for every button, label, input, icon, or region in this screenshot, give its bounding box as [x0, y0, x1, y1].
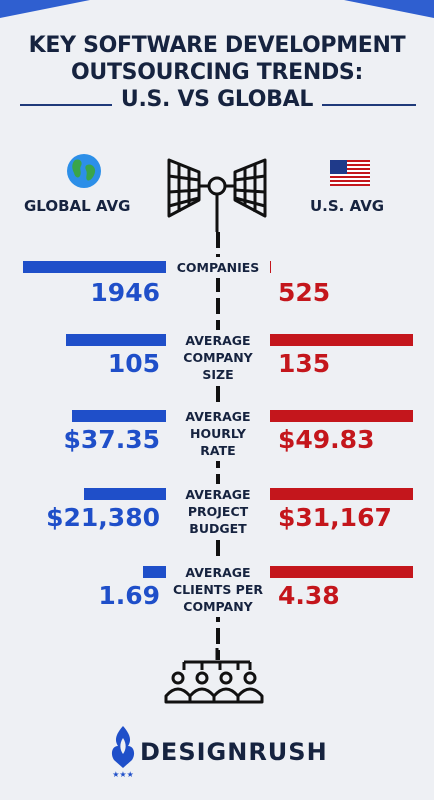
metric-label-line: AVERAGE: [185, 409, 251, 424]
metric-label: AVERAGE HOURLY RATE: [166, 406, 270, 461]
audience-icon: [164, 648, 264, 704]
metric-label-line: COMPANY: [183, 350, 253, 365]
us-avg-label: U.S. AVG: [310, 197, 385, 215]
metric-label: AVERAGE CLIENTS PER COMPANY: [166, 562, 270, 617]
metric-label: COMPANIES: [166, 257, 270, 278]
metric-label: AVERAGE PROJECT BUDGET: [166, 484, 270, 539]
title-line-3: U.S. VS GLOBAL: [120, 87, 314, 112]
us-value: 135: [278, 349, 331, 378]
satellite-dish-icon: [167, 158, 267, 232]
corner-accent-left: [0, 0, 90, 18]
global-avg-label: GLOBAL AVG: [24, 197, 131, 215]
metric-label-line: BUDGET: [189, 521, 247, 536]
us-value: $49.83: [278, 425, 375, 454]
global-value: $37.35: [63, 425, 160, 454]
global-value: 1946: [90, 278, 160, 307]
us-value: $31,167: [278, 503, 392, 532]
us-value: 525: [278, 278, 331, 307]
metric-label-line: PROJECT: [187, 504, 249, 519]
metric-label: AVERAGE COMPANY SIZE: [166, 330, 270, 385]
title-line-1: KEY SOFTWARE DEVELOPMENT: [28, 33, 406, 58]
brand-name: DESIGNRUSH: [140, 738, 328, 766]
metric-label-line: AVERAGE: [185, 487, 251, 502]
us-value: 4.38: [278, 581, 340, 610]
title-line-2: OUTSOURCING TRENDS:: [71, 60, 363, 85]
title-rule-left: [20, 104, 112, 106]
page-title: KEY SOFTWARE DEVELOPMENT OUTSOURCING TRE…: [0, 32, 434, 113]
svg-text:★★★: ★★★: [112, 770, 134, 778]
metric-label-line: COMPANY: [183, 599, 253, 614]
metric-label-line: AVERAGE: [185, 565, 251, 580]
metric-label-line: AVERAGE: [185, 333, 251, 348]
globe-icon: [67, 154, 101, 188]
metric-label-line: CLIENTS PER: [173, 582, 263, 597]
global-value: $21,380: [46, 503, 160, 532]
metric-label-line: RATE: [200, 443, 236, 458]
title-rule-right: [322, 104, 416, 106]
metric-label-line: HOURLY: [190, 426, 246, 441]
us-flag-icon: [330, 160, 370, 186]
corner-accent-right: [344, 0, 434, 18]
metric-label-line: COMPANIES: [176, 260, 260, 275]
global-value: 1.69: [98, 581, 160, 610]
metric-label-line: SIZE: [202, 367, 234, 382]
global-value: 105: [107, 349, 160, 378]
designrush-logo-icon: ★★★: [111, 726, 135, 778]
